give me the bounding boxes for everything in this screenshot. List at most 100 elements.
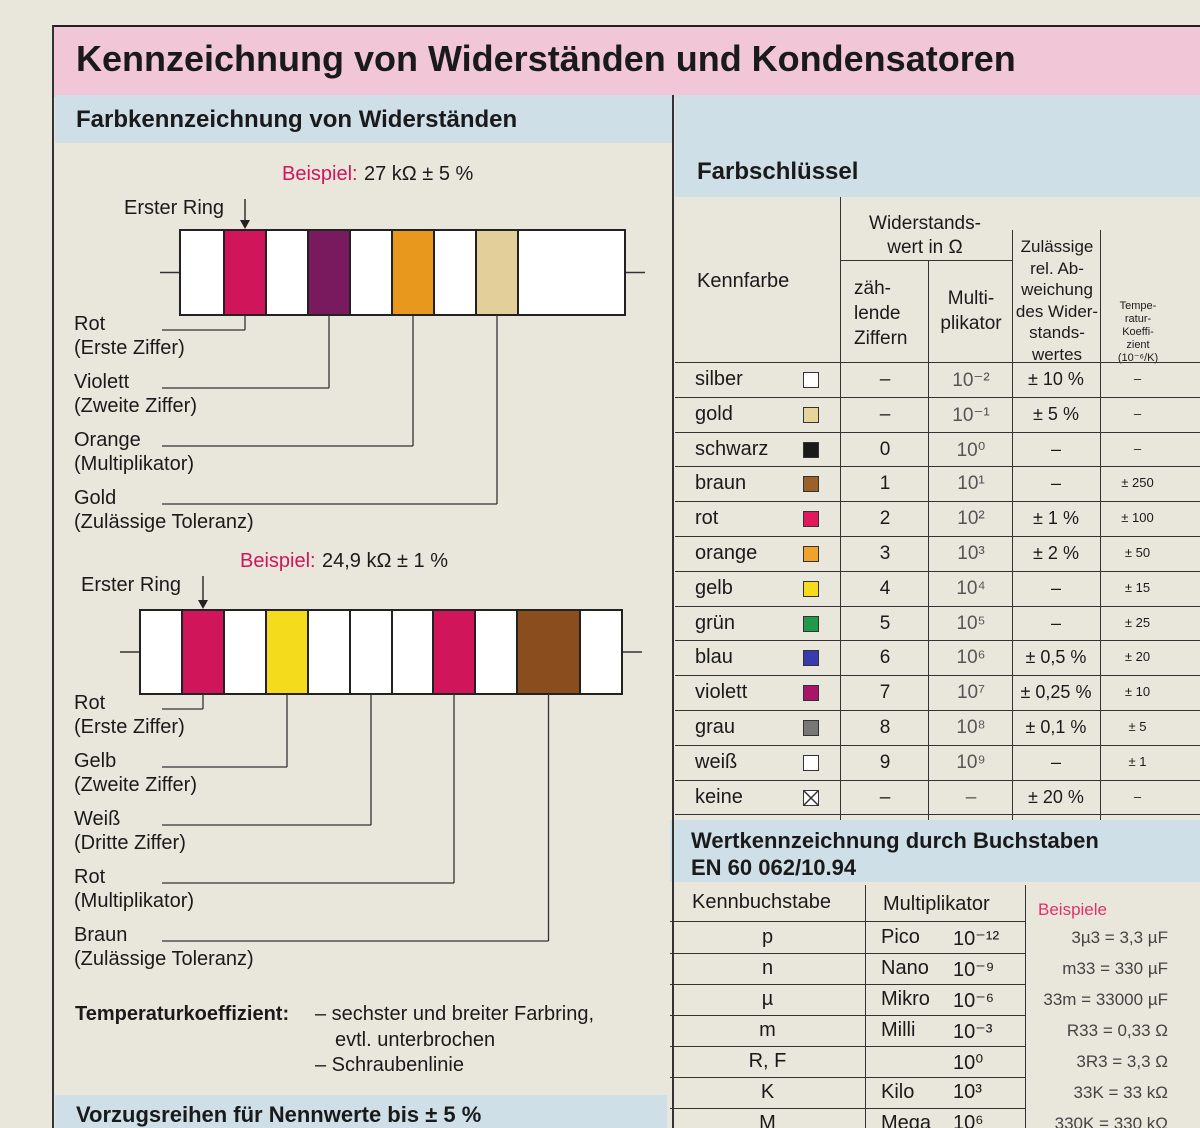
band-name: Rot xyxy=(74,313,106,335)
temp-coefficient: ± 10 xyxy=(1124,684,1151,700)
rule xyxy=(675,466,1200,468)
color-band xyxy=(349,609,393,695)
band-name: Violett xyxy=(74,371,130,393)
prefix-name: Mikro xyxy=(881,988,930,1010)
prefix-name: Kilo xyxy=(881,1081,915,1103)
example: R33 = 0,33 Ω xyxy=(1066,1021,1168,1040)
color-band xyxy=(265,609,309,695)
example: 33K = 33 kΩ xyxy=(1073,1083,1168,1102)
temp-line: evtl. unterbrochen xyxy=(335,1028,496,1051)
color-name: silber xyxy=(695,368,743,390)
temp-coefficient: ± 5 xyxy=(1128,719,1147,734)
example: 33m = 33000 µF xyxy=(1043,990,1168,1009)
digit: 5 xyxy=(879,612,891,634)
band-name: Gelb xyxy=(74,750,117,772)
rule xyxy=(670,953,1025,954)
color-swatch xyxy=(803,615,819,632)
temp-line: – sechster und breiter Farbring, xyxy=(315,1003,595,1025)
rule xyxy=(670,984,1025,985)
color-swatch xyxy=(803,511,819,528)
temp-line: – Schraubenlinie xyxy=(315,1054,464,1076)
temp-coefficient: – xyxy=(1133,405,1142,421)
rule xyxy=(675,396,1200,398)
example: 3R3 = 3,3 Ω xyxy=(1076,1052,1168,1071)
multiplier: 10⁷ xyxy=(956,682,985,704)
table-header: zäh- lende Ziffern xyxy=(854,278,908,349)
band-name: Orange xyxy=(74,429,141,451)
color-name: blau xyxy=(695,646,733,669)
tolerance: ± 10 % xyxy=(1028,369,1084,389)
digit: 1 xyxy=(879,473,891,495)
band-role: (Erste Ziffer) xyxy=(74,716,185,738)
rule xyxy=(670,1015,1025,1016)
color-name: violett xyxy=(695,681,748,704)
color-name: gold xyxy=(695,402,733,425)
band-role: (Zulässige Toleranz) xyxy=(74,948,254,970)
rule xyxy=(675,536,1200,537)
color-swatch xyxy=(803,441,819,458)
rule xyxy=(670,921,1025,922)
right-heading-band xyxy=(675,95,1200,197)
rule xyxy=(670,1077,1025,1078)
color-swatch xyxy=(803,406,819,423)
band-role: (Erste Ziffer) xyxy=(74,337,185,359)
digit: 9 xyxy=(879,751,891,773)
multiplier: – xyxy=(965,786,977,808)
color-swatch xyxy=(803,789,819,806)
table-header: Multi- plikator xyxy=(940,288,1002,334)
rule xyxy=(670,1046,1025,1047)
power: 10⁻¹² xyxy=(953,928,1000,950)
section-heading: Farbschlüssel xyxy=(697,158,859,185)
tolerance: ± 0,1 % xyxy=(1025,717,1087,737)
color-band xyxy=(391,229,435,316)
left-heading-band xyxy=(55,95,672,143)
rule xyxy=(865,885,866,1128)
arrow-head xyxy=(240,220,250,229)
prefix-name: Pico xyxy=(881,926,920,948)
color-name: weiß xyxy=(695,750,738,773)
section-heading: Farbkennzeichnung von Widerständen xyxy=(76,106,518,133)
band-role: (Zweite Ziffer) xyxy=(74,774,197,796)
multiplier: 10⁻¹ xyxy=(952,404,990,426)
color-swatch xyxy=(803,372,819,388)
example: 3µ3 = 3,3 µF xyxy=(1071,928,1168,947)
color-swatch xyxy=(803,720,819,736)
digit: 7 xyxy=(879,682,891,704)
color-band xyxy=(223,229,267,316)
digit: – xyxy=(879,369,891,390)
rule xyxy=(675,431,1200,433)
prefix-name: Milli xyxy=(881,1019,916,1041)
temp-coefficient: ± 250 xyxy=(1121,475,1154,491)
color-swatch xyxy=(803,650,819,667)
section-subheading: EN 60 062/10.94 xyxy=(691,855,857,880)
power: 10⁶ xyxy=(953,1112,984,1128)
rule xyxy=(670,1108,1025,1109)
temp-coefficient: – xyxy=(1133,440,1142,456)
digit: 3 xyxy=(879,543,891,564)
multiplier: 10² xyxy=(957,508,985,530)
temp-coefficient: ± 15 xyxy=(1124,579,1151,595)
example-value: 27 kΩ ± 5 % xyxy=(364,163,474,185)
title-band xyxy=(52,25,1200,97)
multiplier: 10⁹ xyxy=(956,751,986,773)
letter: K xyxy=(760,1081,775,1103)
tolerance: – xyxy=(1050,473,1061,494)
rule xyxy=(1012,230,1013,820)
color-band xyxy=(307,229,351,316)
tolerance: ± 20 % xyxy=(1028,786,1084,807)
letter: µ xyxy=(761,988,774,1010)
first-ring-label: Erster Ring xyxy=(81,574,182,596)
digit: 2 xyxy=(879,508,891,530)
table-header: Beispiele xyxy=(1038,900,1107,919)
tolerance: – xyxy=(1050,438,1061,459)
rule xyxy=(675,744,1200,746)
color-swatch xyxy=(803,754,819,771)
multiplier: 10¹ xyxy=(957,473,985,495)
frame-line xyxy=(52,25,54,1128)
footer-band xyxy=(55,1095,667,1128)
band-role: (Dritte Ziffer) xyxy=(74,832,186,854)
prefix-name: Nano xyxy=(881,957,929,979)
rule xyxy=(1100,230,1101,820)
